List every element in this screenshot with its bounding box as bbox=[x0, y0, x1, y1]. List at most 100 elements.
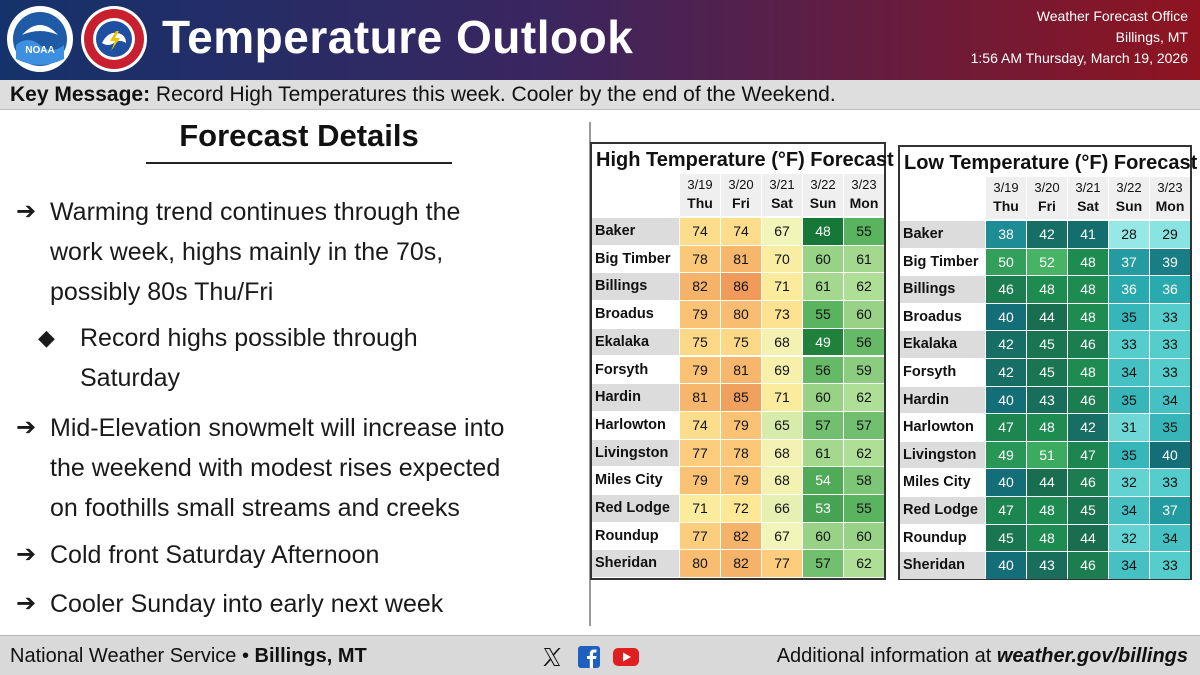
temperature-cell: 29 bbox=[1149, 220, 1190, 248]
temperature-cell: 47 bbox=[985, 496, 1026, 524]
column-header-thu: 3/19 Thu bbox=[985, 177, 1026, 219]
temperature-cell: 49 bbox=[985, 440, 1026, 469]
issue-timestamp: 1:56 AM Thursday, March 19, 2026 bbox=[970, 50, 1188, 66]
temperature-cell: 57 bbox=[802, 549, 843, 578]
temperature-cell: 48 bbox=[1067, 302, 1108, 331]
bullet-line: Mid-Elevation snowmelt will increase int… bbox=[50, 414, 505, 442]
temperature-cell: 68 bbox=[761, 466, 802, 494]
city-label: Harlowton bbox=[592, 410, 679, 439]
temperature-cell: 37 bbox=[1149, 496, 1190, 524]
temperature-cell: 79 bbox=[720, 410, 761, 439]
temperature-cell: 62 bbox=[843, 438, 884, 467]
temperature-cell: 40 bbox=[985, 551, 1026, 579]
column-date: 3/23 bbox=[1157, 180, 1183, 195]
temperature-cell: 67 bbox=[761, 521, 802, 550]
bullet-line: the weekend with modest rises expected bbox=[50, 454, 501, 482]
city-label: Broadus bbox=[900, 302, 985, 331]
temperature-cell: 75 bbox=[679, 327, 720, 356]
temperature-cell: 77 bbox=[679, 438, 720, 467]
temperature-cell: 71 bbox=[761, 383, 802, 411]
bullet-line: Record highs possible through bbox=[80, 324, 418, 352]
temperature-cell: 49 bbox=[802, 327, 843, 356]
temperature-cell: 61 bbox=[802, 438, 843, 467]
city-label: Forsyth bbox=[900, 358, 985, 386]
city-label: Livingston bbox=[592, 438, 679, 467]
footer-office: Billings, MT bbox=[254, 645, 367, 667]
temperature-cell: 33 bbox=[1149, 468, 1190, 496]
temperature-cell: 80 bbox=[720, 300, 761, 328]
city-label: Harlowton bbox=[900, 413, 985, 441]
city-label: Sheridan bbox=[592, 549, 679, 578]
temperature-cell: 61 bbox=[802, 272, 843, 301]
temperature-cell: 69 bbox=[761, 355, 802, 384]
temperature-cell: 33 bbox=[1149, 551, 1190, 579]
city-label: Big Timber bbox=[592, 244, 679, 273]
temperature-cell: 56 bbox=[843, 327, 884, 356]
temperature-cell: 57 bbox=[843, 410, 884, 439]
temperature-cell: 55 bbox=[802, 300, 843, 328]
key-message-text: Record High Temperatures this week. Cool… bbox=[155, 83, 836, 106]
column-header-fri: 3/20 Fri bbox=[1026, 177, 1067, 219]
column-header-fri: 3/20 Fri bbox=[720, 174, 761, 216]
x-icon[interactable] bbox=[541, 646, 563, 668]
temperature-cell: 33 bbox=[1149, 330, 1190, 358]
temperature-cell: 62 bbox=[843, 383, 884, 411]
footer-website-link[interactable]: weather.gov/billings bbox=[996, 645, 1188, 667]
footer-more-info: Additional information at weather.gov/bi… bbox=[777, 645, 1188, 668]
office-info: Weather Forecast Office Billings, MT 1:5… bbox=[971, 6, 1188, 69]
bullet-line: Warming trend continues through the bbox=[50, 198, 461, 226]
temperature-cell: 46 bbox=[1067, 468, 1108, 496]
temperature-cell: 34 bbox=[1108, 358, 1149, 386]
temperature-cell: 32 bbox=[1108, 468, 1149, 496]
column-date: 3/19 bbox=[687, 177, 713, 192]
bullet-warming-trend: ➔ Warming trend continues through the wo… bbox=[16, 192, 460, 312]
temperature-cell: 50 bbox=[985, 247, 1026, 276]
temperature-cell: 35 bbox=[1108, 440, 1149, 469]
temperature-cell: 60 bbox=[843, 521, 884, 550]
city-label: Ekalaka bbox=[592, 327, 679, 356]
temperature-cell: 42 bbox=[1067, 413, 1108, 441]
temperature-cell: 40 bbox=[985, 468, 1026, 496]
temperature-cell: 57 bbox=[802, 410, 843, 439]
column-day: Thu bbox=[687, 195, 713, 211]
column-date: 3/23 bbox=[851, 177, 877, 192]
temperature-cell: 35 bbox=[1149, 413, 1190, 441]
facebook-icon[interactable] bbox=[578, 646, 600, 668]
temperature-cell: 46 bbox=[1067, 385, 1108, 414]
temperature-cell: 36 bbox=[1149, 275, 1190, 303]
temperature-cell: 86 bbox=[720, 272, 761, 301]
temperature-cell: 81 bbox=[720, 244, 761, 273]
high-table-title: High Temperature (°F) Forecast bbox=[596, 149, 894, 171]
city-label: Livingston bbox=[900, 440, 985, 469]
footer-agency-name: National Weather Service • bbox=[10, 645, 249, 667]
low-table-title: Low Temperature (°F) Forecast bbox=[904, 152, 1198, 174]
temperature-cell: 58 bbox=[843, 466, 884, 494]
temperature-cell: 48 bbox=[1067, 358, 1108, 386]
temperature-cell: 46 bbox=[1067, 330, 1108, 358]
temperature-cell: 48 bbox=[802, 217, 843, 245]
temperature-cell: 68 bbox=[761, 327, 802, 356]
temperature-cell: 82 bbox=[720, 549, 761, 578]
temperature-cell: 34 bbox=[1149, 523, 1190, 552]
temperature-cell: 72 bbox=[720, 494, 761, 522]
temperature-cell: 62 bbox=[843, 549, 884, 578]
page-title: Temperature Outlook bbox=[162, 11, 634, 63]
column-date: 3/21 bbox=[1075, 180, 1101, 195]
temperature-cell: 59 bbox=[843, 355, 884, 384]
temperature-cell: 55 bbox=[843, 494, 884, 522]
temperature-cell: 48 bbox=[1026, 413, 1067, 441]
temperature-cell: 44 bbox=[1067, 523, 1108, 552]
temperature-cell: 35 bbox=[1108, 302, 1149, 331]
bullet-snowmelt: ➔ Mid-Elevation snowmelt will increase i… bbox=[16, 408, 504, 528]
youtube-icon[interactable] bbox=[613, 647, 639, 667]
city-label: Red Lodge bbox=[900, 496, 985, 524]
key-message-bar: Key Message: Record High Temperatures th… bbox=[0, 80, 1200, 110]
temperature-cell: 53 bbox=[802, 494, 843, 522]
temperature-cell: 79 bbox=[679, 466, 720, 494]
temperature-cell: 74 bbox=[679, 217, 720, 245]
temperature-cell: 48 bbox=[1067, 275, 1108, 303]
diamond-icon: ◆ bbox=[38, 325, 55, 350]
temperature-cell: 56 bbox=[802, 355, 843, 384]
temperature-cell: 36 bbox=[1108, 275, 1149, 303]
temperature-cell: 45 bbox=[985, 523, 1026, 552]
